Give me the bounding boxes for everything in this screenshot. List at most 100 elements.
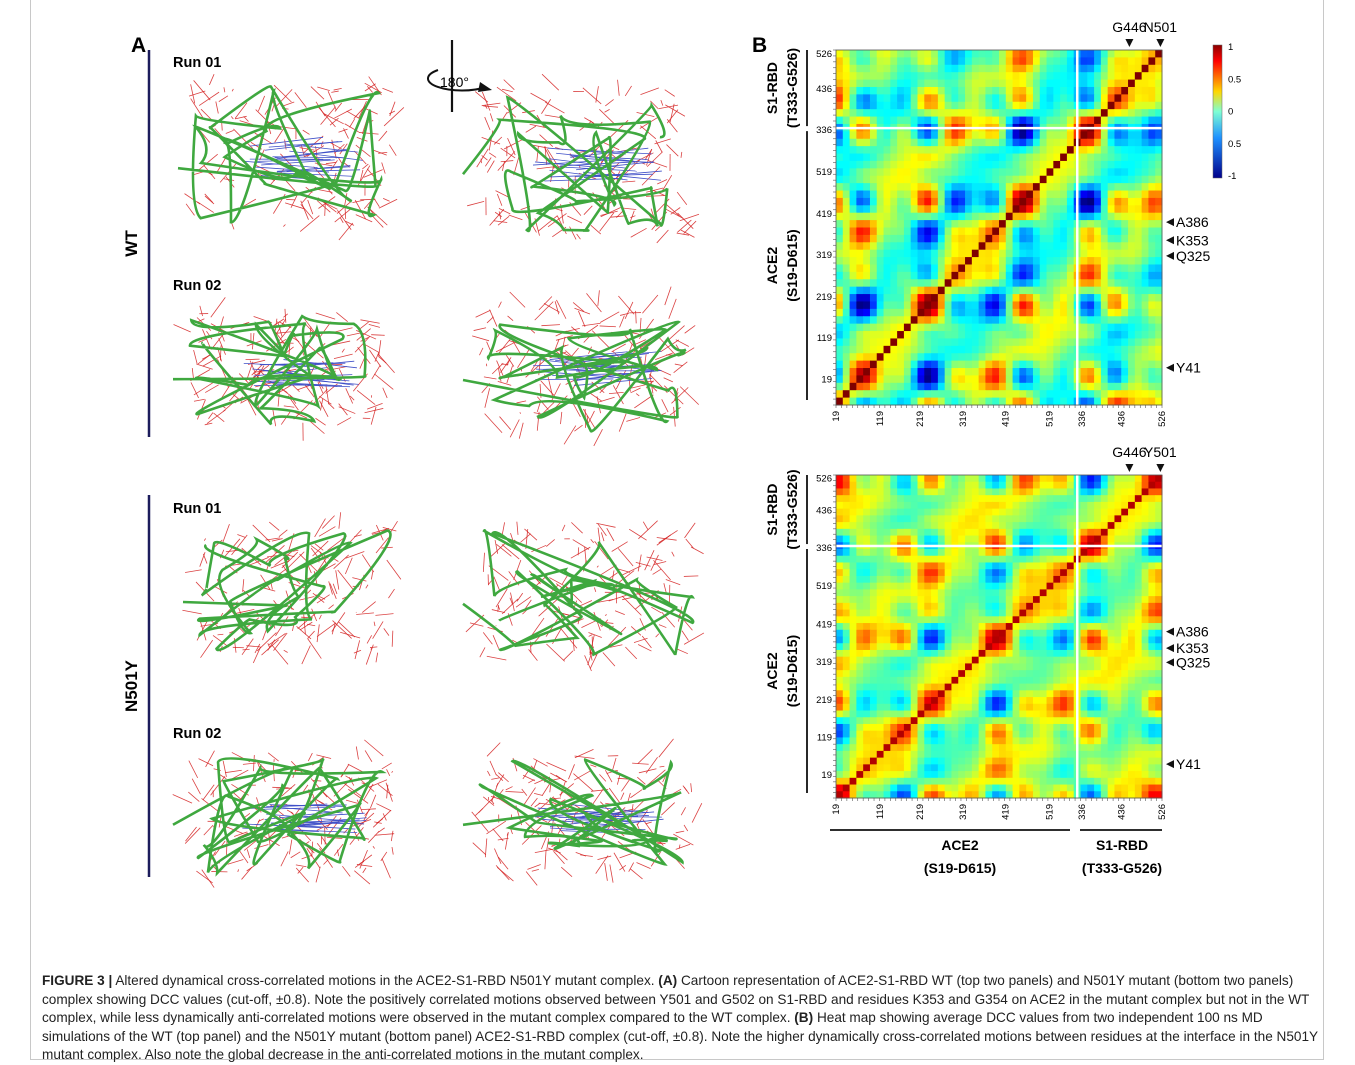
heatmap-cell xyxy=(972,257,979,265)
heatmap-cell xyxy=(972,146,979,154)
heatmap-cell xyxy=(999,346,1006,354)
heatmap-cell xyxy=(890,562,897,569)
heatmap-cell xyxy=(1101,250,1108,258)
heatmap-cell xyxy=(924,589,931,596)
heatmap-cell xyxy=(1019,65,1026,73)
heatmap-cell xyxy=(1114,583,1121,590)
heatmap-cell xyxy=(1101,390,1108,398)
correlation-line xyxy=(537,412,539,431)
heatmap-cell xyxy=(1060,353,1067,361)
heatmap-cell xyxy=(958,589,965,596)
correlation-line xyxy=(300,216,319,232)
heatmap-cell xyxy=(1101,161,1108,169)
heatmap-cell xyxy=(1087,603,1094,610)
heatmap-cell xyxy=(918,536,925,543)
heatmap-cell xyxy=(863,309,870,317)
correlation-line xyxy=(384,628,389,635)
heatmap-cell xyxy=(1094,228,1101,236)
heatmap-cell xyxy=(1060,272,1067,280)
heatmap-cell xyxy=(870,556,877,563)
heatmap-cell xyxy=(911,213,918,221)
correlation-line xyxy=(629,863,634,872)
heatmap-cell xyxy=(850,346,857,354)
heatmap-cell xyxy=(1047,536,1054,543)
correlation-line xyxy=(483,553,484,572)
heatmap-cell xyxy=(1033,488,1040,495)
heatmap-cell xyxy=(965,72,972,80)
residue-marker: A386 xyxy=(1176,214,1209,230)
heatmap-cell xyxy=(985,250,992,258)
correlation-line xyxy=(200,640,212,658)
heatmap-cell xyxy=(1135,562,1142,569)
heatmap-cell xyxy=(1087,117,1094,125)
heatmap-cell xyxy=(1040,50,1047,58)
heatmap-cell xyxy=(1019,522,1026,529)
heatmap-cell xyxy=(836,213,843,221)
heatmap-cell xyxy=(1060,316,1067,324)
heatmap-cell xyxy=(1060,139,1067,147)
correlation-line xyxy=(546,644,564,661)
heatmap-cell xyxy=(924,257,931,265)
heatmap-cell xyxy=(897,515,904,522)
correlation-line xyxy=(344,829,348,833)
heatmap-cell xyxy=(1026,569,1033,576)
heatmap-cell xyxy=(877,353,884,361)
heatmap-cell xyxy=(1033,109,1040,117)
heatmap-cell xyxy=(1047,603,1054,610)
residue-marker: N501 xyxy=(1144,19,1178,35)
heatmap-cell xyxy=(1053,213,1060,221)
heatmap-cell xyxy=(972,131,979,139)
correlation-line xyxy=(615,611,625,615)
heatmap-cell xyxy=(870,242,877,250)
heatmap-cell xyxy=(985,272,992,280)
heatmap-cell xyxy=(877,361,884,369)
heatmap-cell xyxy=(1060,576,1067,583)
correlation-line xyxy=(328,91,336,110)
heatmap-cell xyxy=(1026,589,1033,596)
heatmap-cell xyxy=(979,80,986,88)
heatmap-cell xyxy=(958,80,965,88)
heatmap-cell xyxy=(884,235,891,243)
heatmap-cell xyxy=(951,87,958,95)
heatmap-cell xyxy=(877,338,884,346)
heatmap-cell xyxy=(1060,80,1067,88)
heatmap-cell xyxy=(890,398,897,406)
heatmap-cell xyxy=(1081,488,1088,495)
heatmap-cell xyxy=(850,529,857,536)
heatmap-cell xyxy=(1087,346,1094,354)
heatmap-cell xyxy=(1114,331,1121,339)
heatmap-cell xyxy=(897,495,904,502)
heatmap-cell xyxy=(1142,522,1149,529)
heatmap-cell xyxy=(1087,228,1094,236)
heatmap-cell xyxy=(1087,562,1094,569)
heatmap-cell xyxy=(850,596,857,603)
heatmap-cell xyxy=(863,168,870,176)
heatmap-cell xyxy=(1148,198,1155,206)
heatmap-cell xyxy=(877,294,884,302)
heatmap-cell xyxy=(1155,80,1162,88)
heatmap-cell xyxy=(972,375,979,383)
heatmap-cell xyxy=(1114,346,1121,354)
heatmap-cell xyxy=(992,161,999,169)
heatmap-cell xyxy=(836,398,843,406)
heatmap-cell xyxy=(979,191,986,199)
heatmap-cell xyxy=(1040,109,1047,117)
heatmap-cell xyxy=(1087,272,1094,280)
heatmap-cell xyxy=(1094,139,1101,147)
correlation-line xyxy=(506,787,513,790)
heatmap-cell xyxy=(856,529,863,536)
heatmap-cell xyxy=(897,205,904,213)
heatmap-cell xyxy=(918,331,925,339)
heatmap-cell xyxy=(1087,576,1094,583)
heatmap-cell xyxy=(911,57,918,65)
correlation-line xyxy=(547,762,567,771)
correlation-line xyxy=(534,793,543,795)
heatmap-cell xyxy=(1108,257,1115,265)
correlation-line xyxy=(191,84,195,103)
heatmap-cell xyxy=(958,87,965,95)
heatmap-cell xyxy=(1155,176,1162,184)
heatmap-cell xyxy=(918,583,925,590)
heatmap-cell xyxy=(1108,294,1115,302)
heatmap-cell xyxy=(1081,596,1088,603)
heatmap-cell xyxy=(965,102,972,110)
